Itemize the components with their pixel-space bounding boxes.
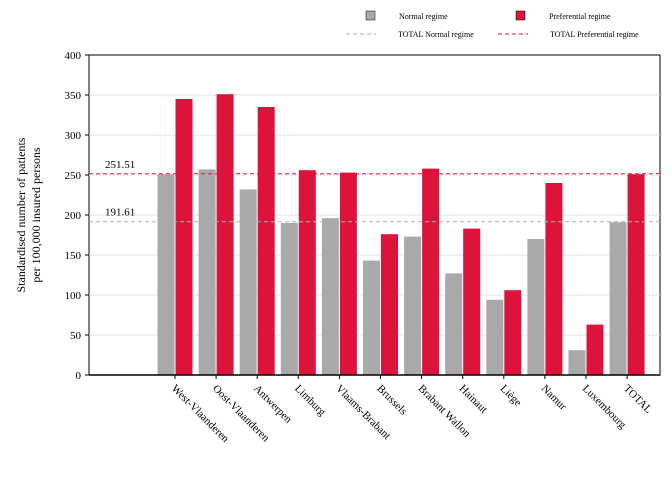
y-axis-label-line-2: per 100,000 insured persons: [29, 147, 43, 283]
x-tick-label-limburg: Limburg: [292, 383, 328, 419]
bar-preferential-regime-namur: [545, 183, 563, 375]
bar-normal-regime-luxembourg: [568, 350, 586, 375]
y-tick-label-0: 0: [76, 370, 82, 382]
bar-preferential-regime-total: [627, 174, 645, 375]
x-tick-label-antwerpen: Antwerpen: [251, 383, 294, 426]
bar-normal-regime-hainaut: [445, 273, 463, 375]
legend-swatch-normal-regime: [365, 10, 376, 21]
bar-normal-regime-antwerpen: [239, 189, 257, 375]
legend-label-preferential-regime: Preferential regime: [549, 12, 611, 21]
bar-preferential-regime-vlaams-brabant: [339, 172, 357, 375]
x-tick-label-namur: Namur: [539, 383, 569, 413]
bar-normal-regime-namur: [527, 239, 545, 375]
bar-preferential-regime-antwerpen: [257, 107, 275, 375]
y-tick-label-100: 100: [65, 290, 82, 302]
x-tick-label-brussels: Brussels: [374, 383, 409, 418]
y-tick-label-50: 50: [70, 330, 82, 342]
bar-normal-regime-oost-vlaanderen: [198, 169, 216, 375]
x-tick-label-hainaut: Hainaut: [457, 383, 490, 416]
bar-preferential-regime-hainaut: [463, 228, 481, 375]
x-tick-label-li-ge: Liège: [498, 383, 524, 409]
y-tick-label-150: 150: [65, 250, 82, 262]
bar-normal-regime-brabant-wallon: [404, 236, 422, 375]
reference-label-total-preferential-regime: 251.51: [105, 159, 135, 171]
legend-label-total-preferential-regime: TOTAL Preferential regime: [550, 30, 639, 39]
legend-label-total-normal-regime: TOTAL Normal regime: [398, 30, 474, 39]
bar-normal-regime-limburg: [280, 223, 298, 375]
bar-normal-regime-li-ge: [486, 299, 504, 375]
bar-preferential-regime-luxembourg: [586, 324, 604, 375]
y-axis-label: Standardised number of patients per 100,0…: [14, 137, 43, 292]
y-axis-label-line-1: Standardised number of patients: [14, 137, 28, 292]
plot-area: 050100150200250300350400West-VlaanderenO…: [65, 50, 661, 445]
bar-preferential-regime-limburg: [298, 170, 316, 375]
bar-normal-regime-brussels: [363, 260, 380, 375]
y-tick-label-250: 250: [65, 170, 82, 182]
bar-normal-regime-west-vlaanderen: [157, 174, 175, 375]
y-tick-label-300: 300: [65, 130, 82, 142]
legend: Normal regime Preferential regime TOTAL No…: [346, 10, 639, 39]
bar-preferential-regime-oost-vlaanderen: [216, 94, 234, 375]
bar-preferential-regime-brussels: [381, 234, 398, 375]
bar-preferential-regime-brabant-wallon: [422, 168, 440, 375]
x-tick-label-total: TOTAL: [621, 383, 654, 416]
legend-swatch-preferential-regime: [515, 10, 526, 21]
y-tick-label-350: 350: [65, 90, 82, 102]
bar-normal-regime-vlaams-brabant: [321, 218, 339, 375]
bar-normal-regime-total: [609, 222, 627, 375]
legend-label-normal-regime: Normal regime: [399, 12, 448, 21]
y-tick-label-200: 200: [65, 210, 82, 222]
bar-preferential-regime-li-ge: [504, 290, 522, 375]
reference-label-total-normal-regime: 191.61: [105, 207, 135, 219]
y-tick-label-400: 400: [65, 50, 82, 62]
bar-preferential-regime-west-vlaanderen: [175, 99, 193, 375]
